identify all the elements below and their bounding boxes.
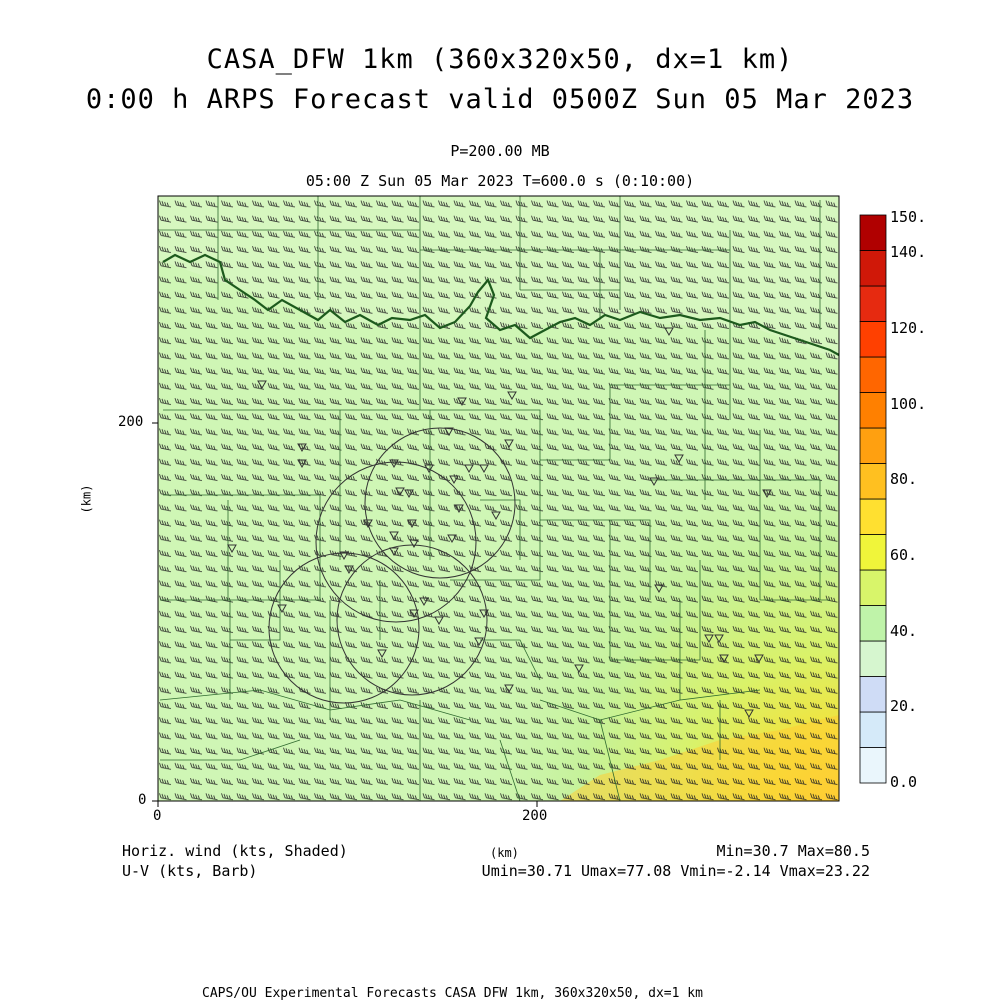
- colorbar-swatch: [859, 463, 887, 500]
- legend-field: Horiz. wind (kts, Shaded): [122, 842, 348, 860]
- colorbar-label-80: 80.: [890, 470, 918, 488]
- colorbar-label-120: 120.: [890, 319, 927, 337]
- footer-credit: CAPS/OU Experimental Forecasts CASA DFW …: [202, 986, 703, 1001]
- colorbar-swatch: [859, 321, 887, 358]
- colorbar-label-150: 150.: [890, 208, 927, 226]
- colorbar-swatch: [859, 392, 887, 429]
- colorbar-swatch: [859, 711, 887, 748]
- colorbar-swatch: [859, 534, 887, 571]
- y-tick-200: 200: [118, 414, 144, 430]
- colorbar-swatch: [859, 676, 887, 713]
- colorbar: [859, 214, 887, 784]
- colorbar-swatch: [859, 640, 887, 677]
- colorbar-label-140: 140.: [890, 243, 927, 261]
- colorbar-label-20: 20.: [890, 697, 918, 715]
- colorbar-swatch: [859, 285, 887, 322]
- colorbar-label-60: 60.: [890, 546, 918, 564]
- wind-barbs: [158, 196, 839, 801]
- county-boundaries: [158, 196, 830, 801]
- state-boundary: [162, 253, 840, 356]
- colorbar-label-40: 40.: [890, 622, 918, 640]
- plot-frame: [157, 195, 840, 802]
- radar-range-rings: [268, 427, 516, 704]
- colorbar-swatch: [859, 214, 887, 251]
- x-tick-200: 200: [522, 808, 548, 824]
- legend-vector: U-V (kts, Barb): [122, 862, 258, 880]
- station-markers: [227, 327, 772, 719]
- colorbar-swatch: [859, 569, 887, 606]
- colorbar-swatch: [859, 605, 887, 642]
- legend-minmax: Min=30.7 Max=80.5: [716, 842, 870, 860]
- y-axis-label: (km): [79, 484, 94, 514]
- y-tick-0: 0: [138, 792, 147, 808]
- colorbar-label-0: 0.0: [890, 773, 918, 791]
- colorbar-swatch: [859, 250, 887, 287]
- legend-components: Umin=30.71 Umax=77.08 Vmin=-2.14 Vmax=23…: [481, 862, 870, 880]
- title-line-2: 0:00 h ARPS Forecast valid 0500Z Sun 05 …: [85, 84, 915, 115]
- colorbar-swatch: [859, 747, 887, 784]
- colorbar-swatch: [859, 498, 887, 535]
- axis-ticks: [152, 422, 538, 807]
- colorbar-swatch: [859, 427, 887, 464]
- colorbar-label-100: 100.: [890, 395, 927, 413]
- x-axis-label: (km): [490, 846, 519, 860]
- colorbar-swatch: [859, 356, 887, 393]
- pressure-level: P=200.00 MB: [450, 142, 550, 160]
- valid-time: 05:00 Z Sun 05 Mar 2023 T=600.0 s (0:10:…: [305, 172, 695, 190]
- title-line-1: CASA_DFW 1km (360x320x50, dx=1 km): [206, 44, 794, 75]
- x-tick-0: 0: [153, 808, 162, 824]
